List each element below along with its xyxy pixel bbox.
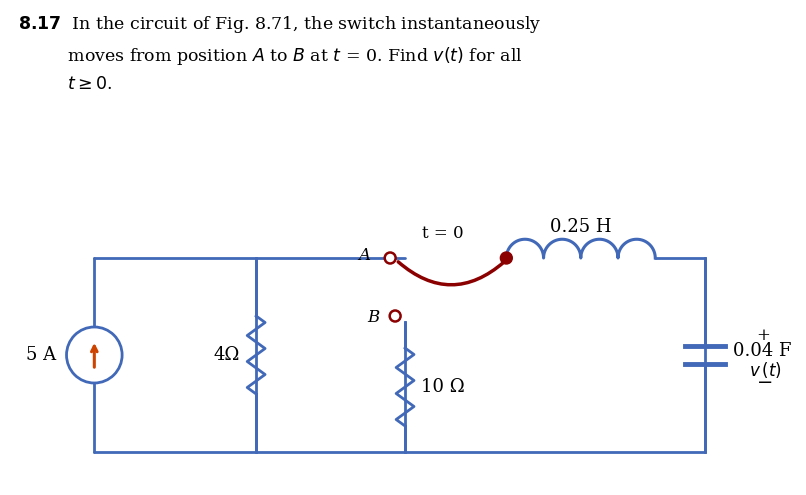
Text: A: A bbox=[359, 248, 370, 264]
Text: B: B bbox=[367, 309, 380, 327]
Circle shape bbox=[501, 252, 513, 264]
Text: 5 A: 5 A bbox=[27, 346, 56, 364]
Circle shape bbox=[384, 252, 396, 263]
Text: $v\,(t)$: $v\,(t)$ bbox=[749, 360, 781, 380]
Text: 4Ω: 4Ω bbox=[214, 346, 240, 364]
Text: $\mathbf{8.17}$  In the circuit of Fig. 8.71, the switch instantaneously
       : $\mathbf{8.17}$ In the circuit of Fig. 8… bbox=[18, 14, 542, 93]
Text: −: − bbox=[757, 374, 773, 392]
Circle shape bbox=[67, 327, 123, 383]
Text: +: + bbox=[757, 327, 771, 344]
Text: 0.04 F: 0.04 F bbox=[733, 342, 791, 360]
Circle shape bbox=[389, 310, 401, 321]
Text: t = 0: t = 0 bbox=[422, 225, 463, 242]
Text: 10 Ω: 10 Ω bbox=[421, 378, 465, 396]
Text: 0.25 H: 0.25 H bbox=[550, 218, 612, 236]
